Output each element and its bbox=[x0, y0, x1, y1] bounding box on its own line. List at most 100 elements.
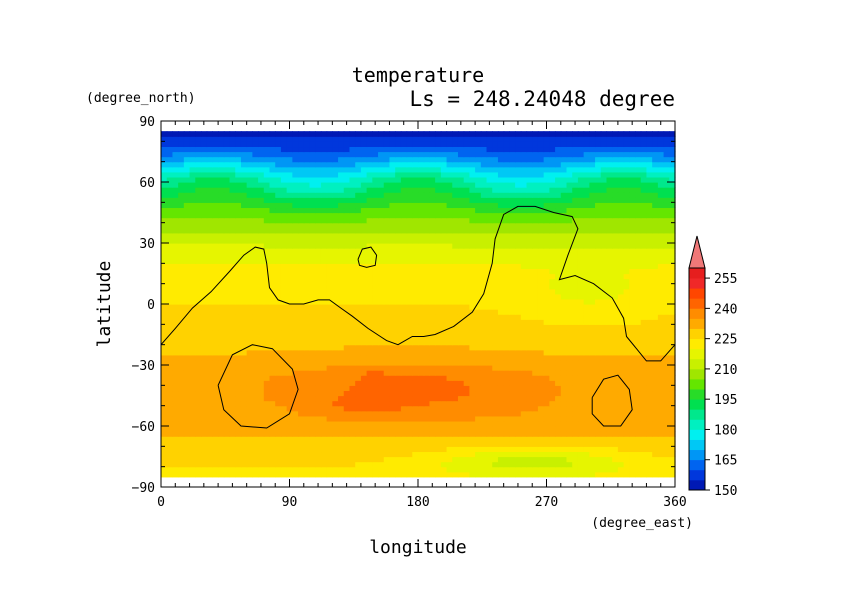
field-cell bbox=[617, 395, 625, 402]
field-cell bbox=[372, 217, 379, 224]
field-cell bbox=[646, 329, 653, 336]
field-cell bbox=[298, 359, 305, 366]
field-cell bbox=[617, 431, 625, 437]
field-cell bbox=[218, 334, 225, 341]
field-cell bbox=[303, 268, 311, 275]
field-cell bbox=[383, 202, 391, 209]
field-cell bbox=[657, 314, 665, 320]
field-cell bbox=[663, 273, 670, 280]
field-cell bbox=[486, 248, 493, 254]
field-cell bbox=[657, 380, 665, 386]
field-cell bbox=[292, 309, 299, 315]
field-cell bbox=[526, 309, 533, 315]
field-cell bbox=[343, 471, 351, 478]
field-cell bbox=[366, 405, 373, 412]
field-cell bbox=[469, 420, 476, 427]
field-cell bbox=[161, 395, 168, 402]
field-cell bbox=[457, 207, 465, 214]
field-cell bbox=[383, 390, 391, 397]
field-cell bbox=[412, 436, 419, 442]
field-cell bbox=[349, 329, 356, 336]
field-cell bbox=[669, 395, 676, 402]
field-cell bbox=[161, 258, 168, 264]
field-cell bbox=[178, 319, 185, 325]
field-cell bbox=[583, 232, 590, 239]
field-cell bbox=[469, 354, 476, 361]
field-cell bbox=[497, 324, 505, 331]
field-cell bbox=[172, 390, 179, 397]
field-cell bbox=[606, 390, 613, 397]
field-cell bbox=[178, 441, 185, 447]
field-cell bbox=[555, 217, 562, 224]
field-cell bbox=[475, 400, 482, 407]
field-cell bbox=[206, 370, 213, 376]
field-cell bbox=[269, 349, 276, 356]
field-cell bbox=[400, 349, 408, 356]
field-cell bbox=[640, 273, 648, 280]
field-cell bbox=[486, 304, 493, 310]
field-cell bbox=[503, 293, 510, 300]
field-cell bbox=[229, 380, 236, 386]
field-cell bbox=[372, 456, 379, 463]
field-cell bbox=[303, 365, 311, 371]
field-cell bbox=[566, 431, 573, 437]
field-cell bbox=[503, 212, 510, 219]
field-cell bbox=[600, 263, 608, 270]
field-cell bbox=[212, 415, 219, 422]
field-cell bbox=[360, 314, 368, 320]
field-cell bbox=[395, 283, 402, 290]
field-cell bbox=[298, 293, 305, 300]
field-cell bbox=[218, 344, 225, 351]
field-cell bbox=[646, 400, 653, 407]
field-cell bbox=[309, 293, 316, 300]
field-cell bbox=[549, 380, 556, 386]
field-cell bbox=[452, 451, 459, 458]
field-cell bbox=[515, 354, 522, 361]
field-cell bbox=[332, 426, 339, 432]
field-cell bbox=[195, 314, 202, 320]
field-cell bbox=[560, 227, 568, 234]
field-cell bbox=[412, 354, 419, 361]
field-cell bbox=[355, 436, 362, 442]
field-cell bbox=[269, 446, 276, 453]
field-cell bbox=[418, 202, 425, 209]
field-cell bbox=[349, 426, 356, 432]
field-cell bbox=[218, 263, 225, 270]
field-cell bbox=[349, 354, 356, 361]
field-cell bbox=[429, 400, 436, 407]
field-cell bbox=[366, 227, 373, 234]
field-cell bbox=[566, 309, 573, 315]
field-cell bbox=[200, 298, 208, 305]
field-cell bbox=[240, 334, 248, 341]
field-cell bbox=[200, 207, 208, 214]
field-cell bbox=[435, 451, 442, 458]
field-cell bbox=[635, 334, 642, 341]
field-cell bbox=[246, 344, 253, 351]
field-cell bbox=[492, 451, 499, 458]
field-cell bbox=[172, 268, 179, 275]
field-cell bbox=[161, 466, 168, 473]
field-cell bbox=[360, 237, 368, 244]
field-cell bbox=[560, 283, 568, 290]
field-cell bbox=[509, 334, 516, 341]
field-cell bbox=[195, 197, 202, 203]
field-cell bbox=[566, 451, 573, 458]
field-cell bbox=[303, 370, 311, 376]
field-cell bbox=[549, 248, 556, 254]
field-cell bbox=[269, 309, 276, 315]
field-cell bbox=[389, 385, 396, 392]
field-cell bbox=[537, 288, 545, 295]
field-cell bbox=[606, 237, 613, 244]
field-cell bbox=[640, 334, 648, 341]
field-cell bbox=[338, 354, 345, 361]
field-cell bbox=[646, 227, 653, 234]
field-cell bbox=[480, 410, 488, 417]
field-cell bbox=[435, 390, 442, 397]
field-cell bbox=[355, 263, 362, 270]
field-cell bbox=[412, 466, 419, 473]
field-cell bbox=[520, 293, 528, 300]
field-cell bbox=[223, 293, 231, 300]
field-cell bbox=[617, 293, 625, 300]
field-cell bbox=[298, 329, 305, 336]
field-cell bbox=[332, 441, 339, 447]
